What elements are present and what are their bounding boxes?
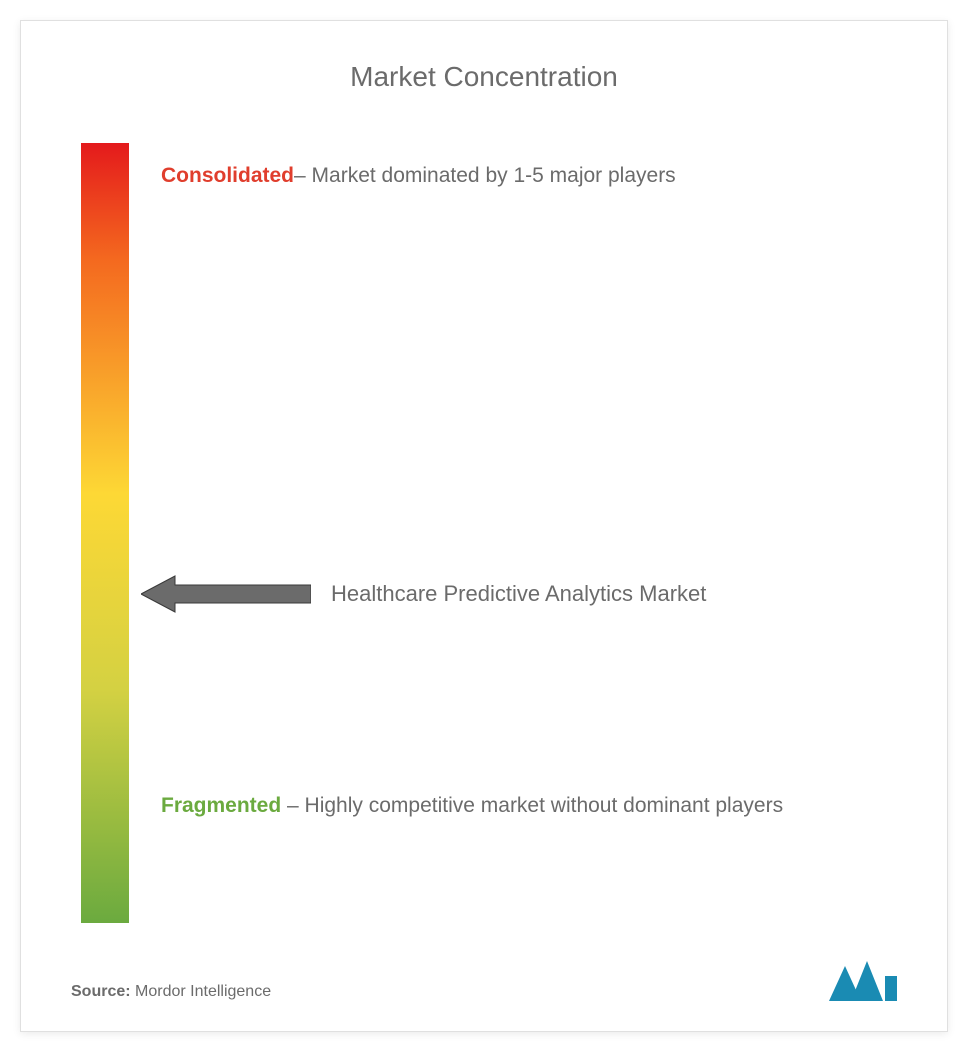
fragmented-desc: – Highly competitive market without domi… — [281, 794, 783, 817]
footer: Source: Mordor Intelligence — [71, 956, 897, 1001]
source-label: Source: — [71, 983, 131, 1000]
fragmented-label: Fragmented – Highly competitive market w… — [161, 783, 877, 829]
infographic-card: Market Concentration Consolidated– Marke… — [20, 20, 948, 1032]
chart-content: Consolidated– Market dominated by 1-5 ma… — [71, 143, 897, 923]
market-marker: Healthcare Predictive Analytics Market — [141, 573, 706, 615]
chart-title: Market Concentration — [71, 61, 897, 93]
source-value: Mordor Intelligence — [131, 983, 272, 1000]
market-name: Healthcare Predictive Analytics Market — [331, 581, 706, 607]
mordor-logo-icon — [827, 956, 897, 1001]
consolidated-desc: – Market dominated by 1-5 major players — [294, 164, 676, 187]
consolidated-term: Consolidated — [161, 164, 294, 187]
arrow-left-icon — [141, 573, 311, 615]
consolidated-label: Consolidated– Market dominated by 1-5 ma… — [161, 153, 877, 199]
concentration-gradient-bar — [81, 143, 129, 923]
source-citation: Source: Mordor Intelligence — [71, 983, 271, 1001]
fragmented-term: Fragmented — [161, 794, 281, 817]
